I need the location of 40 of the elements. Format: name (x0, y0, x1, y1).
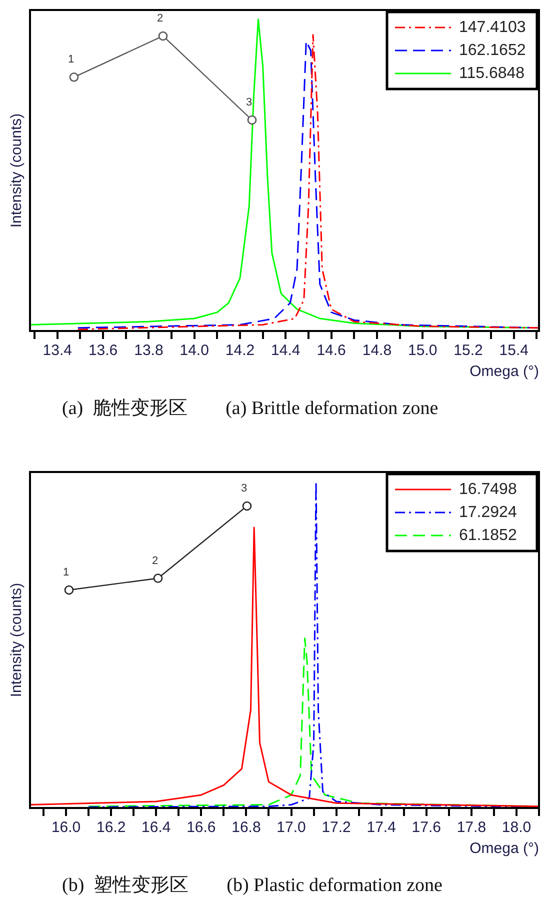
x-tick-label: 16.0 (51, 819, 81, 836)
x-axis-title: Omega (°) (470, 840, 539, 858)
x-tick-label: 1 (68, 54, 74, 66)
x-tick-label: 15.2 (454, 342, 483, 360)
legend-label: 61.1852 (459, 526, 517, 544)
x-tick-label: 3 (246, 96, 252, 109)
x-tick-label: 3 (240, 482, 248, 495)
legend-label: 162.1652 (459, 42, 526, 59)
legend-label: 115.6848 (459, 64, 525, 82)
x-tick-label: 17.2 (322, 819, 351, 836)
legend-label: 17.2924 (459, 504, 517, 521)
x-tick-label: 13.6 (88, 342, 118, 360)
x-tick-label: 13.4 (42, 342, 72, 360)
legend-label: 16.7498 (459, 480, 517, 498)
y-axis-title: Intensity (counts) (8, 582, 26, 698)
text: (b) 塑性变形区 (b) Plastic deformation zone (62, 874, 444, 898)
x-tick-label: 13.8 (134, 342, 164, 360)
x-tick-label: 17.6 (412, 819, 441, 836)
x-tick-label: 14.2 (225, 342, 255, 360)
x-tick-label: 16.2 (96, 819, 126, 836)
text: (a) 脆性变形区 (a) Brittle deformation zone (62, 397, 440, 421)
x-tick-label: 16.6 (186, 819, 216, 836)
x-axis-title: Omega (°) (470, 363, 539, 380)
x-tick-label: 15.4 (499, 342, 528, 360)
x-tick-label: 17.8 (456, 819, 486, 836)
x-tick-label: 14.6 (316, 342, 346, 360)
x-tick-label: 16.4 (142, 819, 171, 836)
y-axis-title: Intensity (counts) (8, 113, 26, 228)
x-tick-label: 2 (152, 554, 158, 567)
x-tick-label: 14.4 (271, 342, 300, 360)
legend-label: 147.4103 (459, 18, 526, 36)
x-tick-label: 14.8 (362, 342, 392, 360)
x-tick-label: 16.8 (232, 819, 261, 836)
x-tick-label: 17.0 (276, 819, 306, 836)
x-tick-label: 2 (156, 12, 164, 25)
x-tick-label: 17.4 (366, 819, 396, 836)
x-tick-label: 1 (62, 566, 70, 579)
x-tick-label: 15.0 (408, 342, 438, 360)
x-tick-label: 14.0 (180, 342, 209, 360)
x-tick-label: 18.0 (502, 819, 532, 836)
